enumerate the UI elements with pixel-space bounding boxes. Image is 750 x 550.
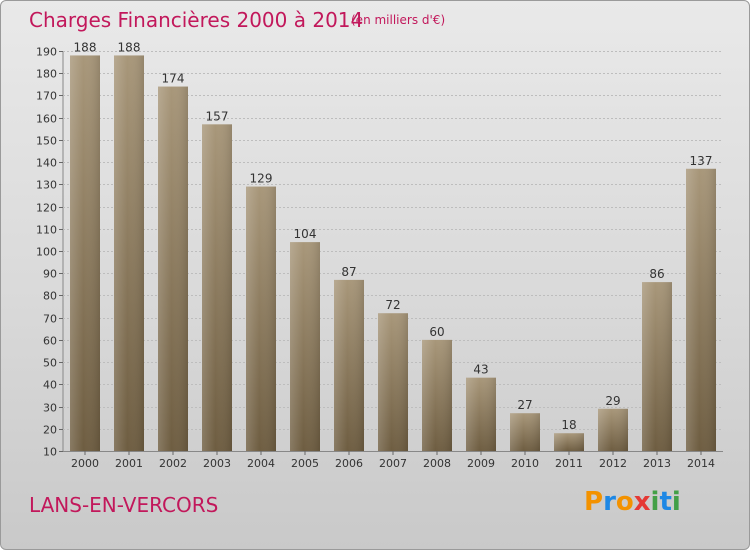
logo-letter: i: [650, 487, 660, 517]
bar-shading: [246, 186, 276, 452]
x-tick-label: 2012: [599, 457, 627, 470]
x-tick-label: 2010: [511, 457, 539, 470]
x-tick-label: 2001: [115, 457, 143, 470]
y-tick-label: 20: [43, 424, 57, 437]
bars: [70, 55, 716, 452]
bar-shading: [158, 86, 188, 452]
bar-value-label: 87: [341, 265, 356, 279]
x-tick-label: 2000: [71, 457, 99, 470]
y-tick-label: 110: [36, 224, 57, 237]
logo-letter: t: [659, 487, 672, 517]
bar-shading: [202, 124, 232, 451]
y-tick-label: 140: [36, 157, 57, 170]
y-tick-label: 160: [36, 113, 57, 126]
bar-value-label: 157: [206, 109, 229, 123]
y-tick-label: 10: [43, 446, 57, 459]
chart-title: Charges Financières 2000 à 2014: [29, 8, 364, 32]
y-tick-label: 30: [43, 402, 57, 415]
chart-subtitle: (en milliers d'€): [351, 13, 446, 27]
x-tick-label: 2014: [687, 457, 715, 470]
bar-value-label: 18: [561, 418, 576, 432]
bar-value-label: 137: [690, 154, 713, 168]
bar-shading: [290, 242, 320, 451]
bar-value-label: 86: [649, 267, 664, 281]
bar-value-labels: 188 188 174 157 129 104 87 72 60 43 27 18 29 86 137: [74, 40, 713, 432]
x-tick-label: 2009: [467, 457, 495, 470]
y-tick-label: 130: [36, 179, 57, 192]
bar-value-label: 60: [429, 325, 444, 339]
bar-shading: [422, 339, 452, 451]
bar-shading: [686, 168, 716, 451]
y-tick-label: 70: [43, 313, 57, 326]
bar-value-label: 188: [118, 40, 141, 54]
x-tick-label: 2007: [379, 457, 407, 470]
x-axis-ticks: 2000 2001 2002 2003 2004 2005 2006 2007 2008 2009…: [71, 451, 715, 470]
y-tick-label: 100: [36, 246, 57, 259]
bar-value-label: 29: [605, 394, 620, 408]
city-name: LANS-EN-VERCORS: [29, 493, 219, 517]
bar-shading: [114, 55, 144, 451]
y-axis-ticks: 10 20 30 40 50 60 70 80 90 100 110 120 130 140 150 160 1…: [36, 46, 63, 459]
y-tick-label: 180: [36, 68, 57, 81]
bar-value-label: 27: [517, 398, 532, 412]
x-tick-label: 2011: [555, 457, 583, 470]
logo-letter: x: [633, 487, 651, 517]
x-tick-label: 2002: [159, 457, 187, 470]
x-tick-label: 2005: [291, 457, 319, 470]
bar-shading: [598, 408, 628, 451]
bar-value-label: 43: [473, 363, 488, 377]
bar-shading: [554, 433, 584, 451]
y-tick-label: 170: [36, 90, 57, 103]
x-tick-label: 2013: [643, 457, 671, 470]
y-tick-label: 90: [43, 268, 57, 281]
y-tick-label: 50: [43, 357, 57, 370]
logo-letter: r: [603, 487, 616, 517]
bar-value-label: 72: [385, 298, 400, 312]
bar-shading: [510, 413, 540, 451]
y-tick-label: 190: [36, 46, 57, 59]
bar-value-label: 188: [74, 40, 97, 54]
x-tick-label: 2006: [335, 457, 363, 470]
logo-letter: P: [584, 487, 604, 517]
logo-letter: i: [671, 487, 681, 517]
bar-shading: [642, 282, 672, 451]
y-tick-label: 40: [43, 379, 57, 392]
logo-letter: o: [615, 487, 634, 517]
bar-value-label: 104: [294, 227, 317, 241]
y-tick-label: 60: [43, 335, 57, 348]
bar-shading: [466, 377, 496, 451]
x-tick-label: 2004: [247, 457, 275, 470]
y-tick-label: 120: [36, 202, 57, 215]
x-tick-label: 2008: [423, 457, 451, 470]
bar-value-label: 174: [162, 72, 185, 86]
bar-shading: [334, 279, 364, 451]
y-tick-label: 150: [36, 135, 57, 148]
bar-shading: [70, 55, 100, 451]
x-tick-label: 2003: [203, 457, 231, 470]
bar-shading: [378, 313, 408, 451]
proxiti-logo[interactable]: Proxiti: [584, 487, 681, 517]
y-tick-label: 80: [43, 290, 57, 303]
bar-value-label: 129: [250, 172, 273, 186]
